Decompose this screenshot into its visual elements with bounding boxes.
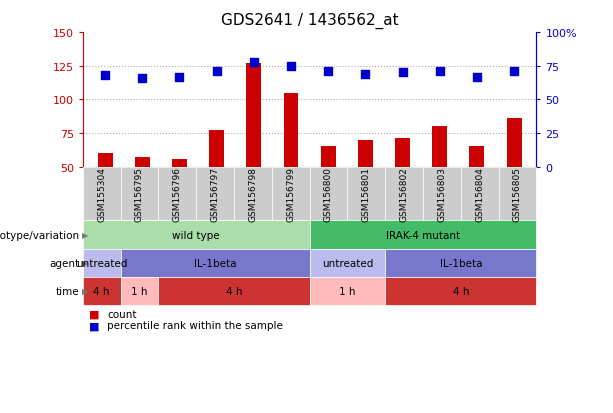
Bar — [321, 147, 335, 167]
Text: GSM156795: GSM156795 — [135, 167, 144, 221]
Text: count: count — [107, 309, 137, 319]
Bar — [432, 127, 447, 167]
Text: 4 h: 4 h — [226, 286, 242, 296]
Point — [398, 70, 408, 77]
Text: genotype/variation: genotype/variation — [0, 230, 80, 240]
Text: GSM156796: GSM156796 — [173, 167, 182, 221]
Text: ▶: ▶ — [82, 287, 88, 296]
Bar — [358, 140, 373, 167]
Text: GSM156798: GSM156798 — [248, 167, 257, 221]
Point — [323, 69, 333, 75]
Point — [175, 74, 185, 81]
Text: percentile rank within the sample: percentile rank within the sample — [107, 320, 283, 330]
Text: GSM155304: GSM155304 — [97, 167, 106, 221]
Text: GSM156797: GSM156797 — [210, 167, 219, 221]
Text: untreated: untreated — [76, 258, 128, 268]
Point — [249, 59, 259, 66]
Text: GSM156800: GSM156800 — [324, 167, 333, 221]
Text: 4 h: 4 h — [452, 286, 469, 296]
Text: ■: ■ — [89, 309, 99, 319]
Text: IL-1beta: IL-1beta — [194, 258, 236, 268]
Text: GSM156805: GSM156805 — [513, 167, 522, 221]
Text: 4 h: 4 h — [93, 286, 110, 296]
Title: GDS2641 / 1436562_at: GDS2641 / 1436562_at — [221, 13, 398, 29]
Text: IRAK-4 mutant: IRAK-4 mutant — [386, 230, 460, 240]
Text: time: time — [56, 286, 80, 296]
Text: ■: ■ — [89, 320, 99, 330]
Text: GSM156804: GSM156804 — [475, 167, 484, 221]
Text: GSM156803: GSM156803 — [437, 167, 446, 221]
Bar — [284, 93, 299, 167]
Point — [472, 74, 482, 81]
Bar — [246, 64, 261, 167]
Text: IL-1beta: IL-1beta — [440, 258, 482, 268]
Point — [360, 71, 370, 78]
Text: ▶: ▶ — [82, 230, 88, 240]
Text: GSM156802: GSM156802 — [400, 167, 409, 221]
Text: ▶: ▶ — [82, 259, 88, 268]
Text: untreated: untreated — [322, 258, 373, 268]
Point — [137, 76, 147, 82]
Bar — [209, 131, 224, 167]
Bar — [470, 147, 484, 167]
Bar — [172, 159, 187, 167]
Point — [509, 69, 519, 75]
Point — [435, 69, 444, 75]
Point — [100, 73, 110, 79]
Bar — [97, 154, 113, 167]
Text: GSM156801: GSM156801 — [362, 167, 371, 221]
Bar — [506, 119, 522, 167]
Bar — [135, 158, 150, 167]
Text: 1 h: 1 h — [131, 286, 148, 296]
Point — [211, 69, 221, 75]
Point — [286, 63, 296, 70]
Bar — [395, 139, 410, 167]
Text: wild type: wild type — [172, 230, 220, 240]
Text: 1 h: 1 h — [339, 286, 356, 296]
Text: GSM156799: GSM156799 — [286, 167, 295, 221]
Text: agent: agent — [50, 258, 80, 268]
